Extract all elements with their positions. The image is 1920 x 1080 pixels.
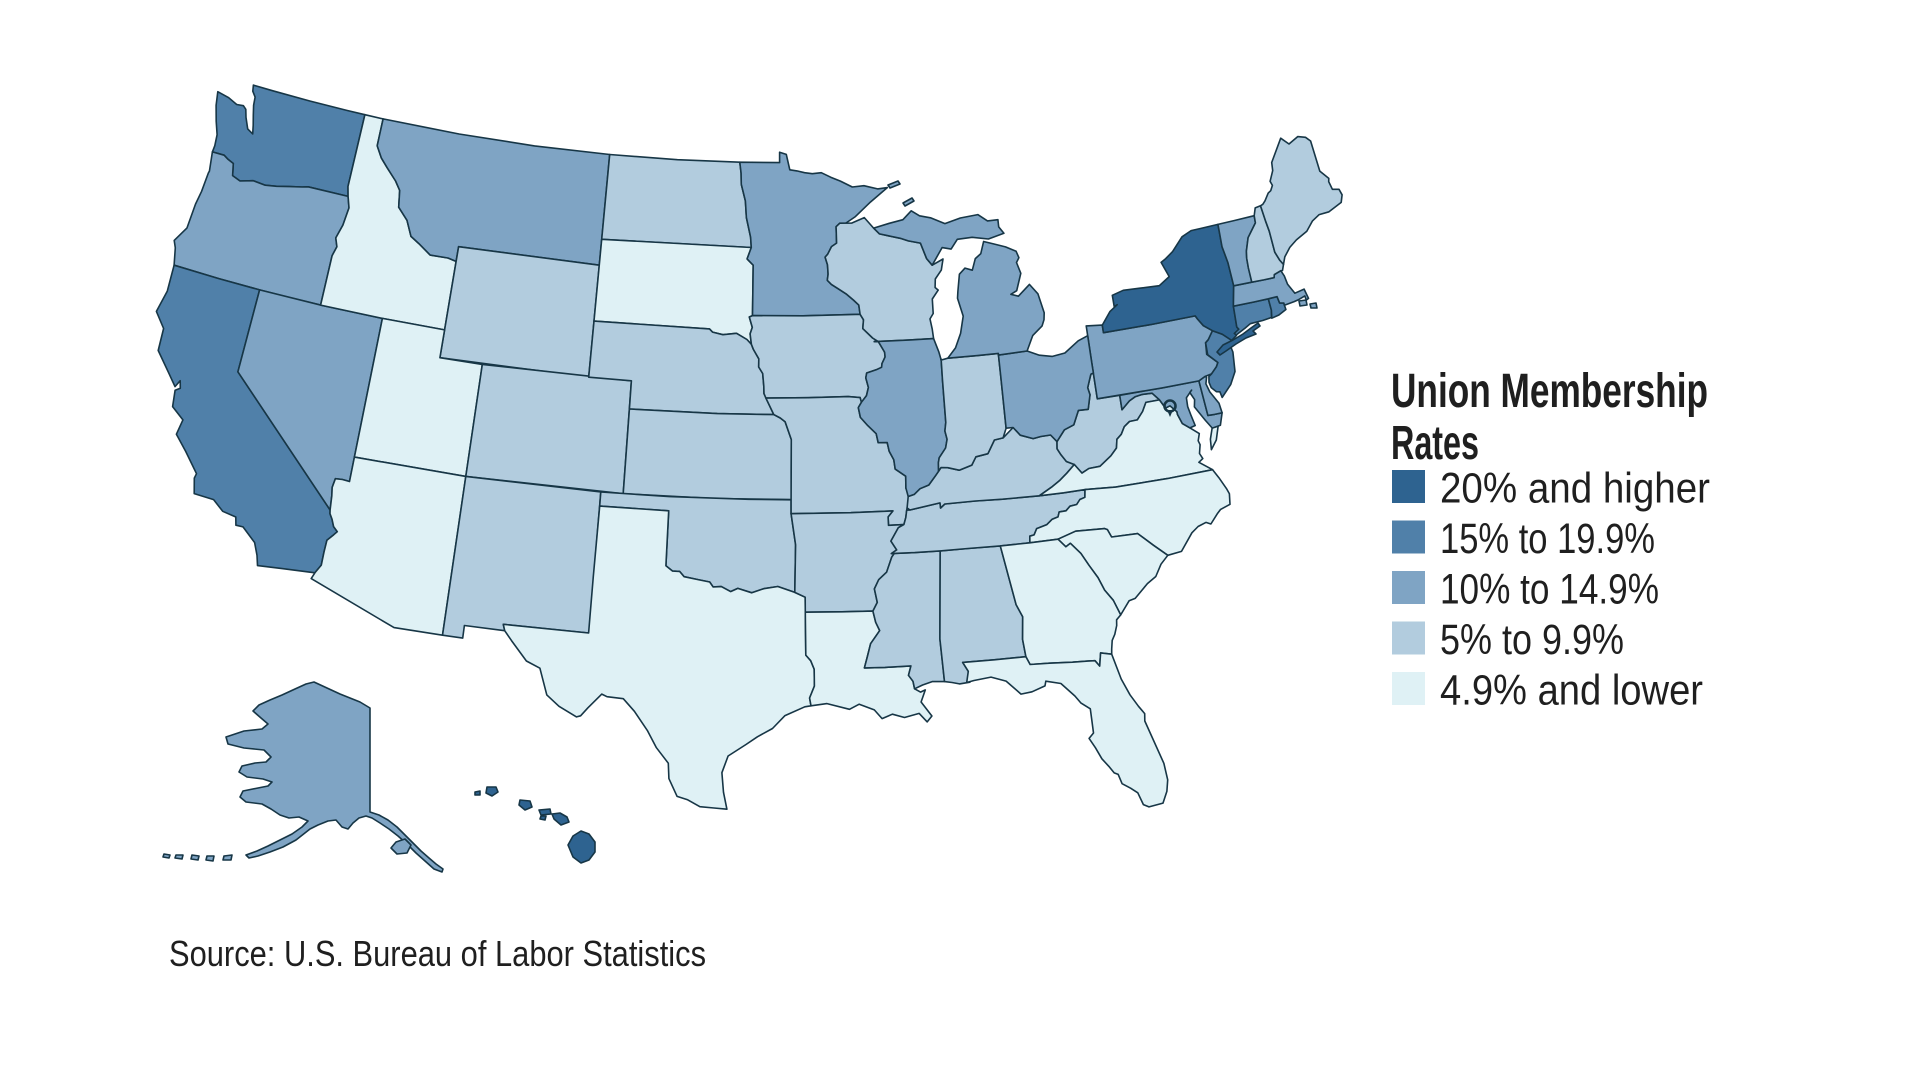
svg-text:20% and higher: 20% and higher: [1440, 465, 1710, 513]
svg-text:Rates: Rates: [1391, 417, 1479, 470]
svg-text:Source: U.S. Bureau of Labor S: Source: U.S. Bureau of Labor Statistics: [169, 933, 706, 974]
svg-text:10% to 14.9%: 10% to 14.9%: [1440, 566, 1659, 614]
svg-text:Union Membership: Union Membership: [1391, 365, 1708, 418]
svg-text:15% to 19.9%: 15% to 19.9%: [1440, 515, 1655, 563]
svg-text:4.9% and lower: 4.9% and lower: [1440, 667, 1703, 715]
svg-text:5% to 9.9%: 5% to 9.9%: [1440, 616, 1624, 664]
